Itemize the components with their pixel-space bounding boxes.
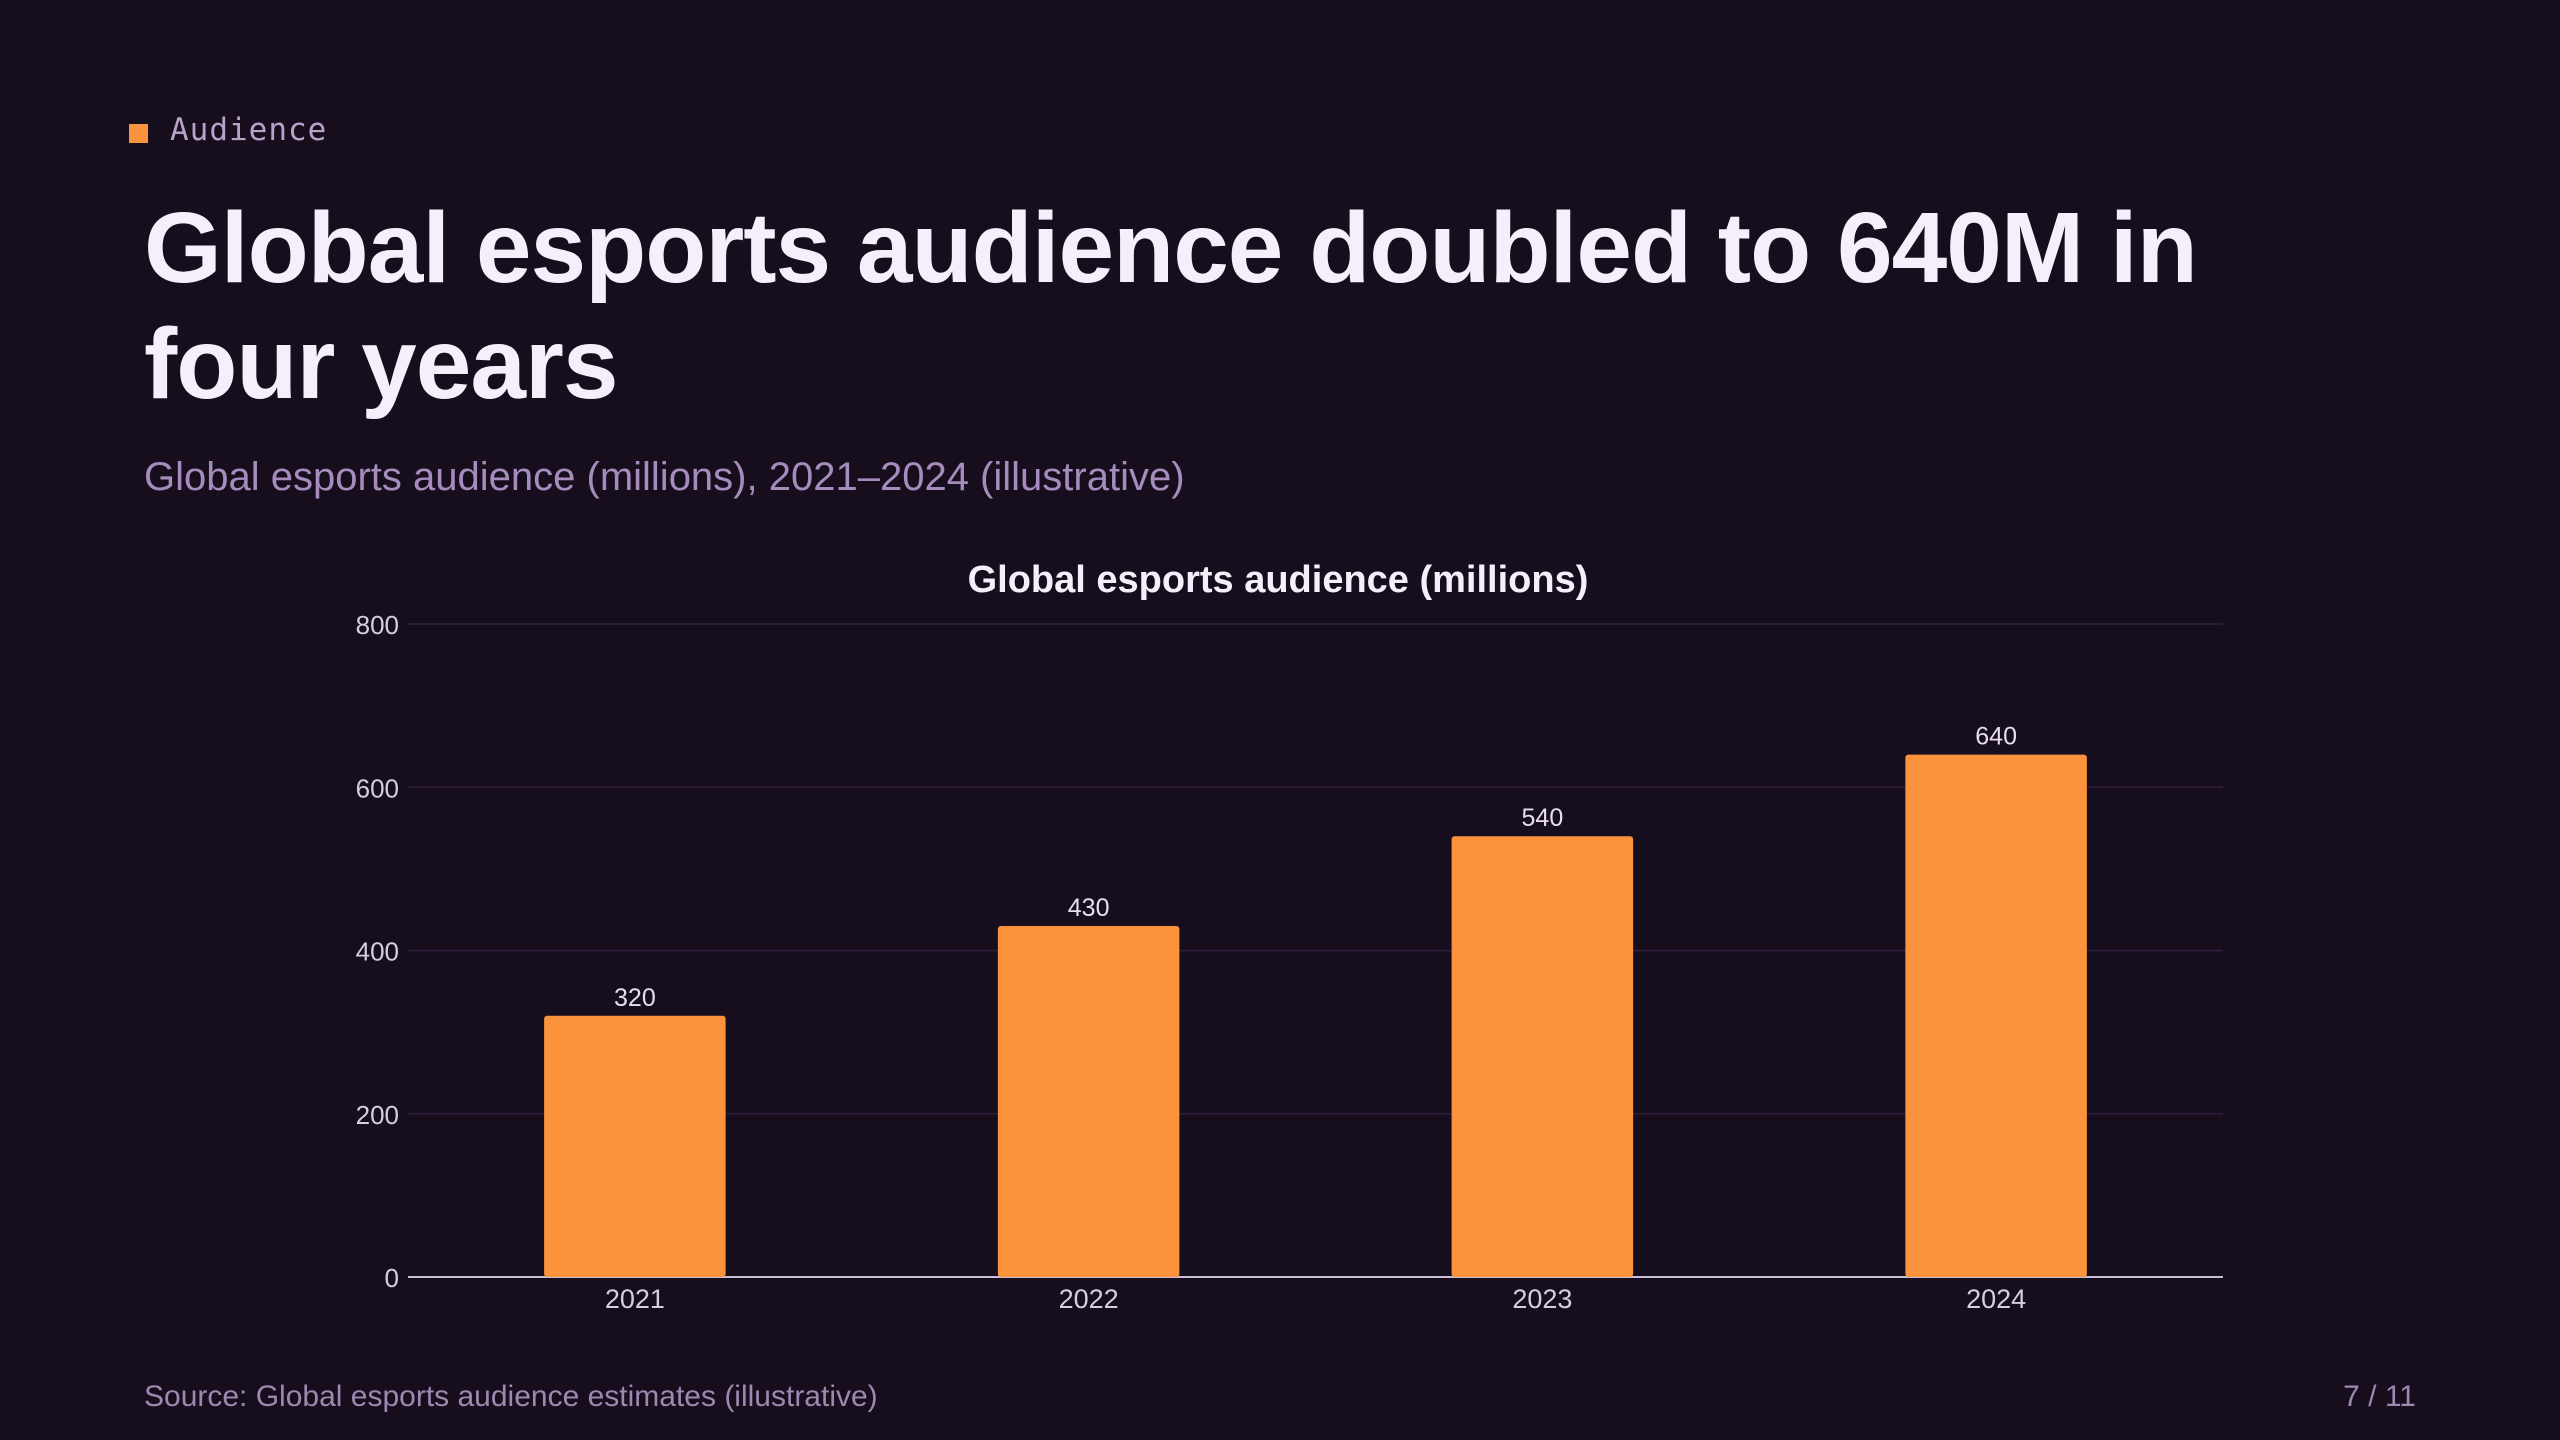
page-number: 7 / 11 [2343, 1380, 2416, 1413]
bar-value-label: 540 [1522, 804, 1564, 832]
bar-2022 [997, 926, 1180, 1277]
bar-2023 [1451, 836, 1634, 1277]
bar-2021 [544, 1015, 726, 1277]
bar-value-label: 640 [1975, 723, 2017, 751]
y-tick-label: 0 [385, 1263, 399, 1293]
eyebrow-square-icon [129, 123, 148, 143]
source-note: Source: Global esports audience estimate… [144, 1380, 878, 1413]
x-tick-label: 2021 [605, 1284, 665, 1314]
bar-2024 [1905, 754, 2087, 1277]
x-tick-label: 2024 [1966, 1284, 2026, 1314]
eyebrow: Audience [129, 108, 327, 152]
bar-layer [544, 754, 2087, 1277]
eyebrow-label: Audience [170, 112, 328, 148]
y-tick-label: 400 [356, 937, 399, 967]
chart-container: 0 200 400 600 800 320 2021 430 2022 540 2023 640 202… [0, 540, 2560, 1340]
label-layer: 0 200 400 600 800 320 2021 430 2022 540 2023 640 202… [356, 610, 2027, 1314]
y-tick-label: 800 [356, 610, 399, 640]
bar-chart: 0 200 400 600 800 320 2021 430 2022 540 2023 640 202… [356, 559, 2223, 1314]
bar-value-label: 430 [1068, 894, 1110, 922]
y-tick-label: 200 [356, 1100, 399, 1130]
headline: Global esports audience doubled to 640M … [144, 192, 2198, 420]
x-tick-label: 2022 [1059, 1284, 1119, 1314]
y-tick-label: 600 [356, 773, 399, 803]
subtitle: Global esports audience (millions), 2021… [144, 455, 1185, 499]
x-tick-label: 2023 [1512, 1284, 1572, 1314]
bar-value-label: 320 [614, 984, 656, 1012]
chart-title: Global esports audience (millions) [968, 559, 1589, 601]
